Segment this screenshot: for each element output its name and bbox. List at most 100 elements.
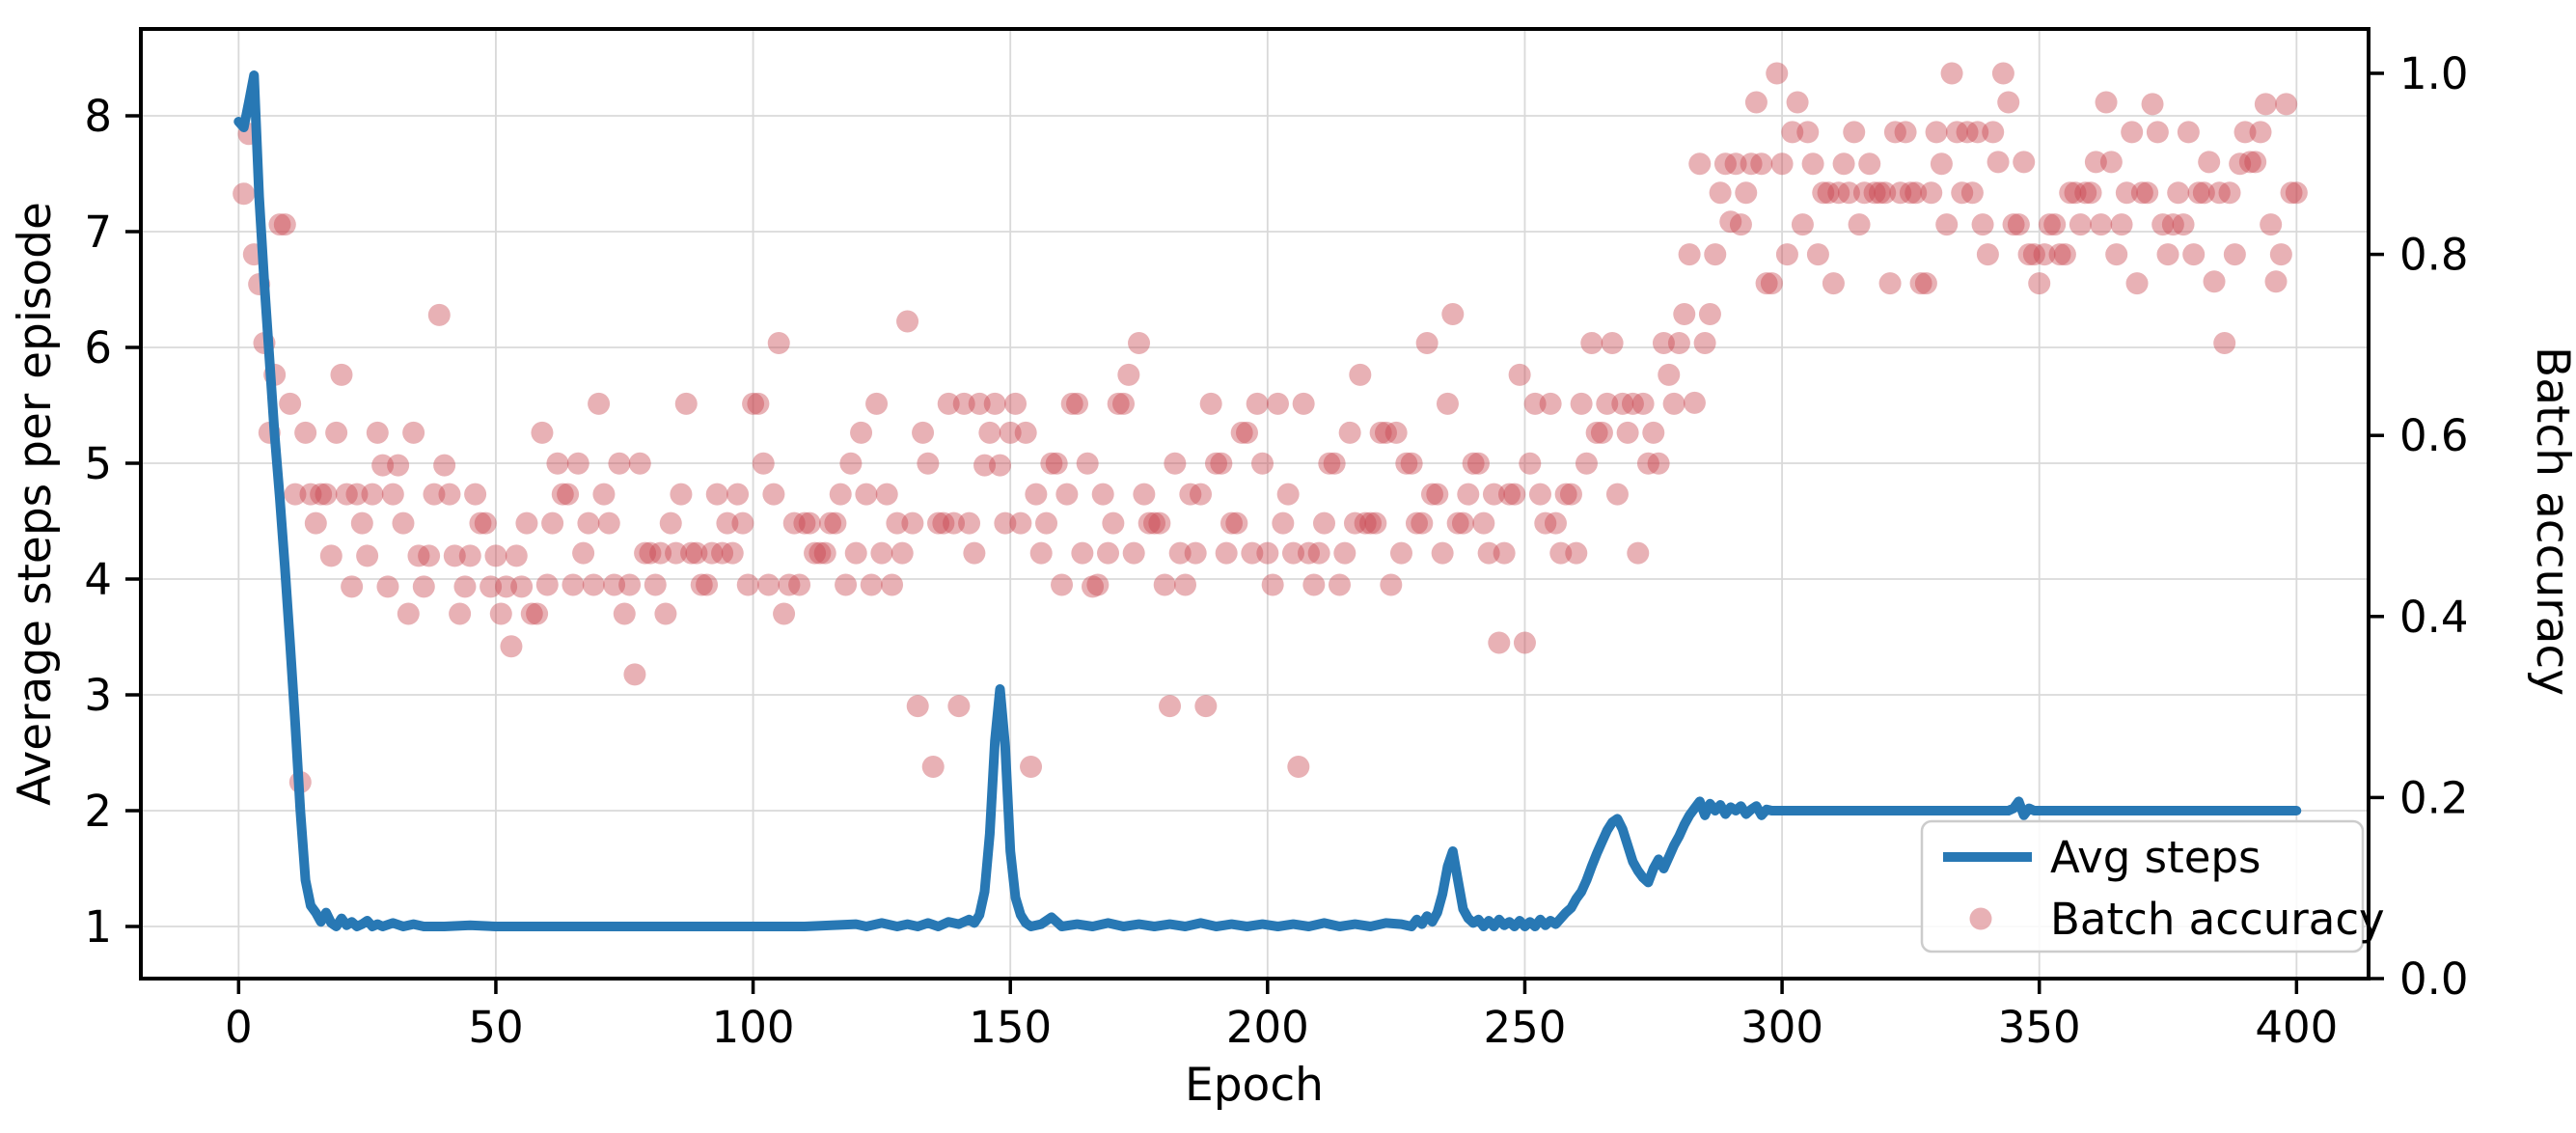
scatter-point	[1380, 573, 1403, 596]
scatter-series-batch-accuracy	[233, 62, 2308, 793]
scatter-point	[1930, 152, 1953, 176]
scatter-point	[495, 575, 518, 598]
scatter-point	[1770, 152, 1794, 176]
scatter-point	[1719, 210, 1742, 234]
scatter-point	[2260, 213, 2283, 236]
scatter-point	[2254, 93, 2277, 116]
scatter-point	[1307, 541, 1330, 565]
scatter-point	[1364, 511, 1387, 535]
scatter-point	[387, 454, 410, 477]
scatter-point	[639, 541, 662, 565]
scatter-point	[2105, 243, 2128, 266]
scatter-point	[2285, 181, 2308, 205]
scatter-point	[726, 483, 750, 506]
scatter-point	[356, 544, 379, 567]
scatter-point	[963, 541, 986, 565]
scatter-point	[2099, 151, 2123, 174]
scatter-point	[1966, 121, 1989, 144]
scatter-point	[1292, 392, 1315, 415]
scatter-point	[778, 573, 801, 596]
scatter-point	[294, 421, 317, 444]
scatter-point	[1091, 483, 1114, 506]
scatter-point	[1281, 541, 1304, 565]
scatter-point	[1848, 213, 1871, 236]
scatter-point	[700, 541, 724, 565]
scatter-point	[315, 483, 338, 506]
scatter-point	[1236, 421, 1259, 444]
scatter-point	[335, 483, 358, 506]
scatter-point	[1616, 421, 1639, 444]
scatter-point	[1389, 541, 1412, 565]
scatter-point	[623, 663, 646, 686]
scatter-point	[1051, 573, 1074, 596]
scatter-point	[577, 511, 600, 535]
scatter-point	[829, 483, 852, 506]
scatter-point	[2043, 213, 2067, 236]
scatter-point	[1781, 121, 1804, 144]
scatter-point	[1539, 392, 1562, 415]
scatter-point	[1925, 121, 1948, 144]
scatter-point	[1631, 392, 1655, 415]
legend-batch-accuracy-dot-swatch	[1969, 907, 1992, 930]
scatter-point	[1997, 91, 2020, 114]
scatter-point	[1369, 421, 1392, 444]
scatter-point	[674, 392, 698, 415]
scatter-point	[1318, 452, 1341, 475]
x-tick-label: 50	[468, 1002, 523, 1053]
scatter-point	[376, 575, 399, 598]
scatter-point	[1729, 213, 1752, 236]
scatter-point	[1709, 181, 1732, 205]
scatter-point	[932, 511, 955, 535]
scatter-point	[1060, 392, 1083, 415]
legend: Avg steps Batch accuracy	[1920, 819, 2385, 953]
scatter-point	[2249, 121, 2272, 144]
left-y-tick-label: 3	[84, 670, 112, 721]
scatter-point	[562, 573, 585, 596]
scatter-point	[618, 573, 642, 596]
scatter-point	[433, 454, 456, 477]
scatter-point	[1744, 91, 1768, 114]
scatter-point	[273, 213, 296, 236]
scatter-point	[1909, 272, 1932, 295]
scatter-point	[1302, 573, 1326, 596]
scatter-point	[1128, 331, 1151, 354]
scatter-point	[994, 511, 1017, 535]
scatter-point	[1544, 511, 1567, 535]
scatter-point	[2244, 151, 2267, 174]
scatter-point	[1020, 755, 1043, 778]
scatter-point	[860, 573, 883, 596]
scatter-point	[2136, 181, 2159, 205]
scatter-point	[2053, 243, 2076, 266]
x-tick-label: 300	[1740, 1002, 1823, 1053]
scatter-point	[782, 511, 806, 535]
scatter-point	[1713, 152, 1737, 176]
scatter-point	[1148, 511, 1171, 535]
scatter-point	[999, 421, 1022, 444]
scatter-point	[1920, 181, 1943, 205]
scatter-point	[233, 182, 256, 206]
scatter-point	[1477, 541, 1500, 565]
scatter-point	[875, 483, 898, 506]
scatter-point	[1190, 483, 1213, 506]
scatter-point	[1863, 181, 1886, 205]
scatter-point	[1878, 272, 1902, 295]
scatter-point	[1678, 243, 1701, 266]
scatter-point	[1982, 121, 2005, 144]
scatter-point	[1374, 421, 1397, 444]
scatter-point	[371, 454, 395, 477]
scatter-point	[721, 541, 744, 565]
scatter-point	[1266, 392, 1289, 415]
scatter-point	[912, 421, 935, 444]
scatter-point	[2177, 121, 2200, 144]
scatter-point	[1358, 511, 1382, 535]
scatter-point	[469, 511, 492, 535]
scatter-point	[2064, 181, 2087, 205]
scatter-point	[1457, 483, 1480, 506]
scatter-point	[1837, 181, 1860, 205]
scatter-point	[1122, 541, 1145, 565]
line-series-avg-steps	[233, 70, 2302, 931]
scatter-point	[458, 544, 481, 567]
scatter-point	[2079, 181, 2102, 205]
scatter-point	[685, 541, 708, 565]
scatter-point	[1570, 392, 1593, 415]
